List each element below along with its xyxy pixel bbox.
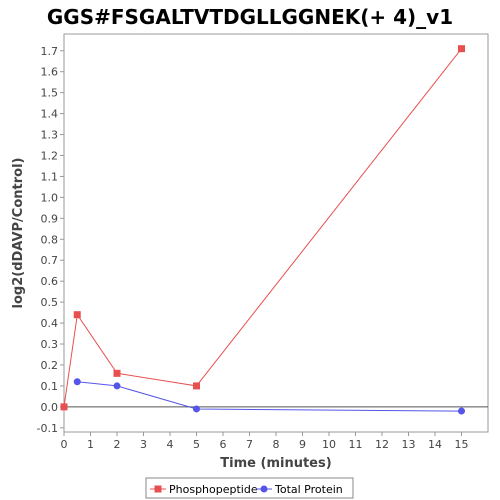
x-tick-label: 14 bbox=[428, 438, 442, 451]
y-tick-label: 0.8 bbox=[41, 233, 59, 246]
y-tick-label: 0.7 bbox=[41, 254, 59, 267]
series-line bbox=[77, 381, 462, 412]
x-tick-label: 2 bbox=[114, 438, 121, 451]
plot-area bbox=[63, 33, 489, 433]
y-axis-label: log2(dDAVP/Control) bbox=[11, 158, 26, 309]
x-tick-label: 8 bbox=[273, 438, 280, 451]
series-phosphopeptide bbox=[60, 45, 465, 411]
x-tick-label: 0 bbox=[61, 438, 68, 451]
x-tick-label: 13 bbox=[402, 438, 416, 451]
data-point bbox=[458, 407, 465, 415]
y-tick-label: 0.5 bbox=[41, 296, 59, 309]
y-tick-label: 1.0 bbox=[41, 191, 59, 204]
y-tick-label: 1.7 bbox=[41, 45, 59, 58]
legend-box bbox=[145, 477, 354, 499]
y-tick-label: 1.4 bbox=[41, 108, 59, 121]
data-point bbox=[193, 382, 200, 390]
x-tick-label: 9 bbox=[299, 438, 306, 451]
legend-label: Total Protein bbox=[274, 483, 343, 496]
data-point bbox=[113, 369, 121, 377]
x-tick-label: 15 bbox=[455, 438, 469, 451]
data-point bbox=[113, 382, 121, 390]
chart-title: GGS#FSGALTVTDGLLGGNEK(+ 4)_v1 bbox=[47, 5, 453, 29]
y-tick-label: 0.3 bbox=[41, 338, 59, 351]
x-tick-label: 6 bbox=[220, 438, 227, 451]
y-tick-label: 0.0 bbox=[41, 401, 59, 414]
legend: Phosphopeptide Total Protein bbox=[145, 477, 354, 499]
data-point bbox=[193, 405, 200, 413]
y-tick-label: 1.3 bbox=[41, 129, 59, 142]
x-axis-label: Time (minutes) bbox=[220, 456, 331, 471]
x-tick-label: 4 bbox=[167, 438, 174, 451]
y-tick-label: 1.5 bbox=[41, 87, 59, 100]
series-layer bbox=[60, 45, 465, 415]
y-tick-label: 1.2 bbox=[41, 149, 59, 162]
x-axis: 0 1 2 3 4 5 6 7 8 9 10 11 12 13 14 15 bbox=[61, 432, 469, 451]
y-tick-label: 0.2 bbox=[41, 359, 59, 372]
data-point bbox=[60, 403, 68, 411]
y-tick-label: -0.1 bbox=[37, 422, 58, 435]
x-tick-label: 7 bbox=[246, 438, 253, 451]
y-axis: -0.1 0.0 0.1 0.2 0.3 0.4 0.5 0.6 0.7 0.8 0.9 1.0 1.1… bbox=[37, 45, 64, 435]
x-tick-label: 12 bbox=[375, 438, 389, 451]
legend-marker bbox=[154, 485, 162, 493]
x-tick-label: 1 bbox=[87, 438, 94, 451]
data-point bbox=[73, 311, 81, 319]
legend-marker bbox=[260, 485, 268, 493]
data-point bbox=[458, 45, 465, 53]
legend-label: Phosphopeptide bbox=[169, 483, 258, 496]
series-total-protein bbox=[73, 378, 465, 415]
y-tick-label: 1.1 bbox=[41, 170, 59, 183]
y-tick-label: 1.6 bbox=[41, 66, 59, 79]
x-tick-label: 10 bbox=[322, 438, 336, 451]
x-tick-label: 5 bbox=[193, 438, 200, 451]
y-tick-label: 0.1 bbox=[41, 380, 59, 393]
data-point bbox=[73, 378, 81, 386]
y-tick-label: 0.9 bbox=[41, 212, 59, 225]
y-tick-label: 0.6 bbox=[41, 275, 59, 288]
y-tick-label: 0.4 bbox=[41, 317, 59, 330]
x-tick-label: 3 bbox=[140, 438, 147, 451]
x-tick-label: 11 bbox=[349, 438, 363, 451]
